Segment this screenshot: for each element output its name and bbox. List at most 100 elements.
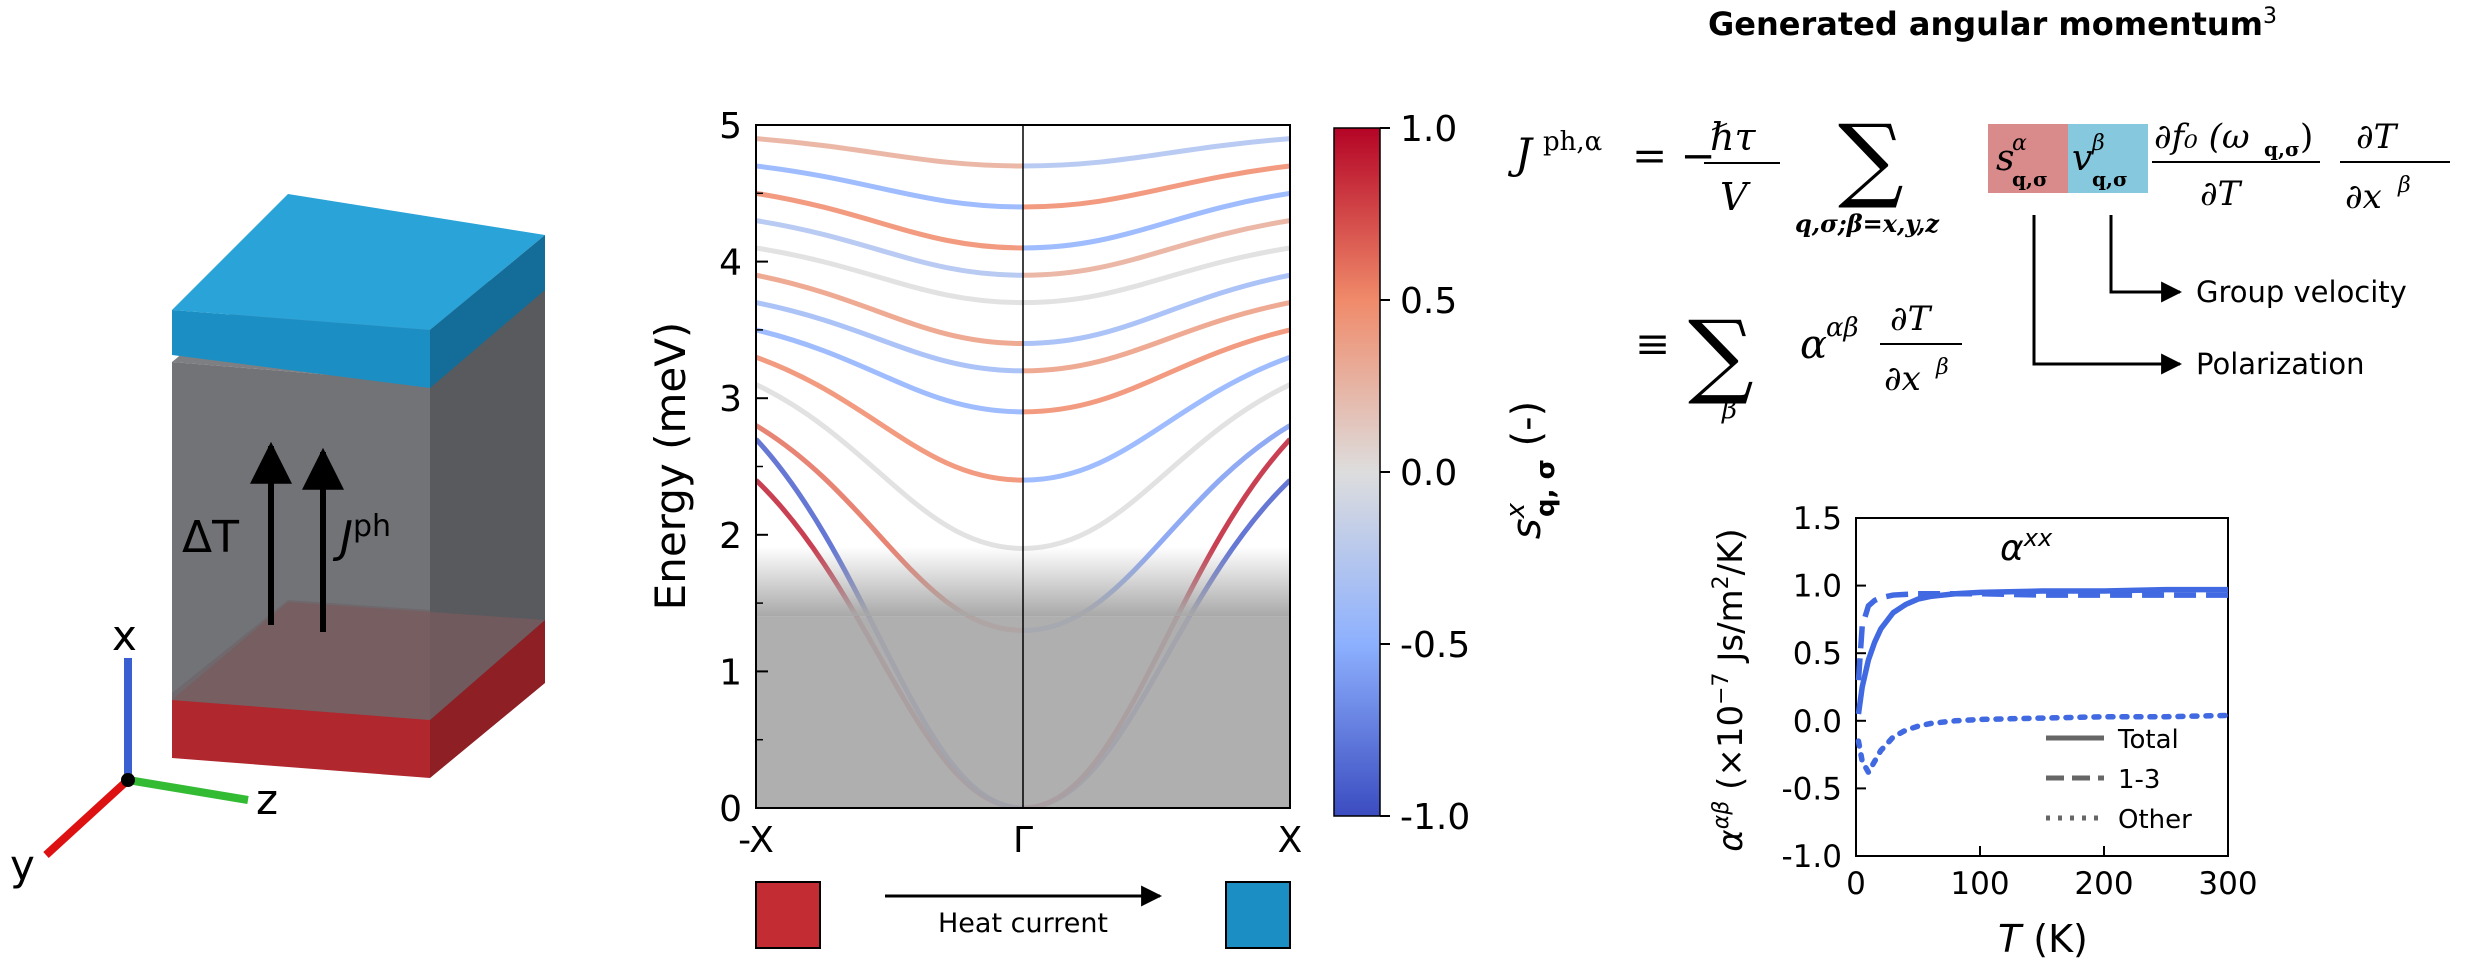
svg-text:∂T: ∂T xyxy=(2356,117,2399,157)
alpha-xtick-label: 200 xyxy=(2074,866,2133,902)
dispersion-ytick-label: 3 xyxy=(719,379,742,420)
dispersion-ylabel: Energy (meV) xyxy=(646,322,695,611)
axis-x-label: x xyxy=(112,611,137,660)
svg-text:∑: ∑ xyxy=(1688,301,1754,408)
equation-line-2: ≡ ∑ β α αβ ∂T ∂x β xyxy=(1635,299,1962,425)
dispersion-band-right xyxy=(1022,382,1290,551)
velocity-connector xyxy=(2109,215,2183,303)
svg-text:q,σ: q,σ xyxy=(2092,167,2128,191)
equation-panel: Generated angular momentum3 J ph,α = − ℏ… xyxy=(1507,4,2450,425)
dispersion-ytick-label: 1 xyxy=(719,652,742,693)
alpha-ytick-label: 1.5 xyxy=(1793,501,1842,537)
schematic-panel: ΔT Jph x z y xyxy=(10,194,545,890)
dispersion-band-right xyxy=(1022,327,1290,415)
colorbar-tick-label: 0.5 xyxy=(1400,281,1457,322)
dispersion-band-right xyxy=(1022,190,1290,251)
dispersion-band-left xyxy=(756,354,1024,483)
dispersion-band-right xyxy=(1022,272,1290,347)
svg-text:∂x: ∂x xyxy=(1884,359,1921,399)
alpha-panel: 1.5 1.0 0.5 0.0 -0.5 -1.0 0 100 200 300 αxx T (K… xyxy=(1709,501,2258,961)
svg-text:V: V xyxy=(1720,175,1751,219)
svg-text:q,σ;β=x,y,z: q,σ;β=x,y,z xyxy=(1795,209,1940,238)
svg-text:ph,α: ph,α xyxy=(1543,127,1602,157)
polarization-label: Polarization xyxy=(2196,347,2365,381)
alpha-series-Total xyxy=(1855,586,2228,715)
alpha-title: αxx xyxy=(2000,524,2053,569)
svg-text:v: v xyxy=(2072,138,2092,179)
cold-side-square xyxy=(1225,881,1291,949)
colorbar-tick-label: 1.0 xyxy=(1400,109,1457,150)
alpha-xtick-label: 300 xyxy=(2198,866,2257,902)
dispersion-band-right xyxy=(1022,354,1290,483)
dispersion-band-right xyxy=(1022,163,1290,210)
svg-text:≡: ≡ xyxy=(1635,319,1670,368)
svg-text:∂T: ∂T xyxy=(1890,299,1933,339)
legend-label: Other xyxy=(2118,805,2192,835)
heat-current-label: Heat current xyxy=(938,908,1108,939)
velocity-highlight xyxy=(2068,124,2148,193)
colorbar-tick-label: -0.5 xyxy=(1400,625,1470,666)
equation-title: Generated angular momentum3 xyxy=(1708,4,2277,43)
dispersion-ytick-label: 4 xyxy=(719,243,742,284)
colorbar-label: sxq, σ (-) xyxy=(1501,401,1561,539)
dispersion-ytick-label: 2 xyxy=(719,516,742,557)
svg-text:∂f₀ (ω: ∂f₀ (ω xyxy=(2154,117,2250,157)
axis-y-label: y xyxy=(10,841,35,890)
svg-text:β: β xyxy=(1935,355,1949,380)
alpha-ytick-label: -1.0 xyxy=(1782,839,1843,875)
dispersion-band-left xyxy=(756,382,1024,551)
colorbar xyxy=(1333,127,1381,817)
dispersion-band-right xyxy=(1022,218,1290,278)
dispersion-band-left xyxy=(756,218,1024,278)
dispersion-panel: 0 1 2 3 4 5 -X Γ X Energy (meV) 1.0 0.5 0.0 -0.5 -1… xyxy=(646,106,1561,949)
legend-label: 1-3 xyxy=(2118,765,2160,795)
dispersion-band-left xyxy=(756,163,1024,210)
dispersion-band-left xyxy=(756,272,1024,347)
alpha-curves xyxy=(1855,586,2231,778)
dispersion-band-left xyxy=(756,136,1024,169)
dispersion-xtick-label: Γ xyxy=(1013,820,1033,861)
dispersion-band-right xyxy=(1022,245,1290,306)
svg-text:∂x: ∂x xyxy=(2345,177,2382,217)
polarization-connector xyxy=(2032,215,2183,375)
alpha-xtick-label: 0 xyxy=(1846,866,1866,902)
svg-text:α: α xyxy=(2012,131,2027,156)
alpha-y-ticks: 1.5 1.0 0.5 0.0 -0.5 -1.0 xyxy=(1782,501,1866,875)
hot-side-square xyxy=(755,881,821,949)
svg-text:α: α xyxy=(1800,322,1827,368)
equation-line-1: J ph,α = − ℏτ V ∑ q,σ;β=x,y,z s α q,σ v … xyxy=(1507,105,2450,238)
dispersion-band-right xyxy=(1022,136,1290,169)
dispersion-band-left xyxy=(756,300,1024,374)
alpha-ylabel: ααβ (×10−7 Js/m2/K) xyxy=(1709,528,1751,851)
svg-text:ℏτ: ℏτ xyxy=(1710,115,1756,159)
alpha-x-ticks: 0 100 200 300 xyxy=(1846,846,2258,902)
alpha-series-Other xyxy=(1855,712,2231,778)
alpha-legend: Total 1-3 Other xyxy=(2046,725,2192,835)
dispersion-xtick-label: X xyxy=(1278,820,1303,861)
svg-text:q,σ: q,σ xyxy=(2012,167,2048,191)
alpha-ytick-label: 0.0 xyxy=(1793,704,1842,740)
dispersion-band-left xyxy=(756,190,1024,251)
legend-label: Total xyxy=(2117,725,2179,755)
dispersion-ytick-label: 0 xyxy=(719,789,742,830)
dispersion-x-ticks: -X Γ X xyxy=(738,820,1302,861)
alpha-series-1-3 xyxy=(1855,590,2228,681)
group-velocity-label: Group velocity xyxy=(2196,275,2407,309)
colorbar-tick-label: -1.0 xyxy=(1400,797,1470,838)
coordinate-axes: x z y xyxy=(10,611,278,890)
delta-t-label: ΔT xyxy=(182,512,239,563)
alpha-xlabel: T (K) xyxy=(1998,917,2088,961)
dispersion-band-left xyxy=(756,245,1024,306)
alpha-ytick-label: 1.0 xyxy=(1793,569,1842,605)
svg-text:β: β xyxy=(2091,131,2105,156)
svg-text:∑: ∑ xyxy=(1838,105,1904,212)
dispersion-band-right xyxy=(1022,300,1290,374)
svg-text:s: s xyxy=(1996,138,2014,179)
svg-text:β: β xyxy=(1721,395,1737,425)
svg-text:αβ: αβ xyxy=(1826,313,1859,343)
svg-text:β: β xyxy=(2397,173,2411,198)
axis-z-label: z xyxy=(256,775,278,824)
colorbar-ticks: 1.0 0.5 0.0 -0.5 -1.0 xyxy=(1380,109,1470,838)
svg-text:): ) xyxy=(2300,117,2313,157)
